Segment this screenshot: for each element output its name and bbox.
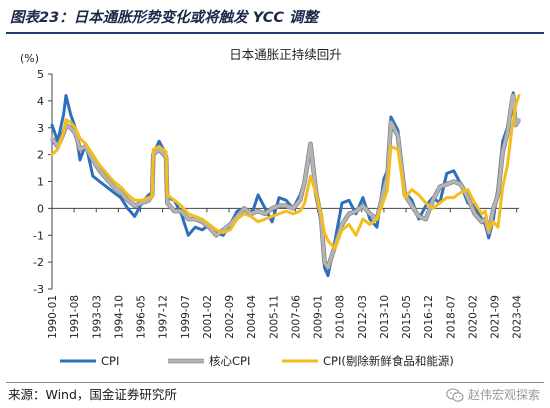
legend-label: CPI(剔除新鲜食品和能源)	[323, 354, 454, 368]
y-tick-label: 0	[37, 202, 44, 215]
y-tick-label: 4	[37, 95, 44, 108]
legend-label: CPI	[101, 354, 119, 368]
watermark-text: 赵伟宏观探索	[467, 388, 540, 402]
x-tick-label: 2021-09	[490, 295, 502, 339]
series-line	[50, 93, 521, 270]
y-axis-unit: (%)	[20, 52, 39, 65]
y-tick-label: 2	[37, 149, 44, 162]
x-tick-label: 2007-06	[290, 295, 302, 339]
x-tick-label: 1996-05	[136, 295, 148, 339]
source-note: 来源：Wind，国金证券研究所	[8, 387, 177, 402]
y-tick-label: -1	[33, 229, 44, 242]
x-tick-label: 1997-12	[158, 295, 170, 339]
x-tick-label: 2023-04	[512, 295, 524, 339]
chart-title: 日本通胀正持续回升	[229, 47, 342, 62]
line-chart: 日本通胀正持续回升 (%) -3 -2 -1 0 1 2 3 4 5 1990-01 1991-08 19…	[20, 47, 524, 368]
x-tick-label: 2020-02	[467, 295, 479, 339]
x-tick-label: 2015-05	[401, 295, 413, 339]
x-tick-label: 2004-04	[246, 295, 258, 339]
x-tick-label: 2013-10	[379, 295, 391, 339]
series-line	[50, 94, 521, 251]
x-tick-label: 2009-01	[313, 295, 325, 339]
x-tick-label: 2002-09	[224, 295, 236, 339]
series-line-outline	[50, 93, 521, 270]
chart-container: 日本通胀正持续回升 (%) -3 -2 -1 0 1 2 3 4 5 1990-01 1991-08 19…	[0, 36, 550, 380]
x-tick-label: 2018-07	[445, 295, 457, 339]
title-rule	[6, 32, 544, 34]
x-tick-label: 2016-12	[423, 295, 435, 339]
y-tick-label: 1	[37, 176, 44, 189]
x-tick-label: 1999-07	[180, 295, 192, 339]
x-tick-label: 2010-08	[335, 295, 347, 339]
x-tick-label: 1991-08	[69, 295, 81, 339]
watermark: 赵伟宏观探索	[446, 386, 540, 404]
y-tick-label: -2	[33, 256, 44, 269]
y-tick-label: 5	[37, 68, 44, 81]
wechat-icon	[446, 387, 464, 402]
x-tick-label: 2012-03	[357, 295, 369, 339]
x-tick-label: 2005-11	[268, 295, 280, 339]
x-tick-label: 1994-10	[113, 295, 125, 339]
y-tick-label: 3	[37, 122, 44, 135]
x-tick-label: 2001-02	[202, 295, 214, 339]
x-tick-label: 1993-03	[91, 295, 103, 339]
figure-title: 图表23：日本通胀形势变化或将触发 YCC 调整	[10, 10, 319, 26]
source-rule	[6, 382, 544, 383]
x-tick-label: 1990-01	[47, 295, 59, 339]
legend-label: 核心CPI	[209, 354, 250, 368]
y-tick-label: -3	[33, 283, 44, 296]
